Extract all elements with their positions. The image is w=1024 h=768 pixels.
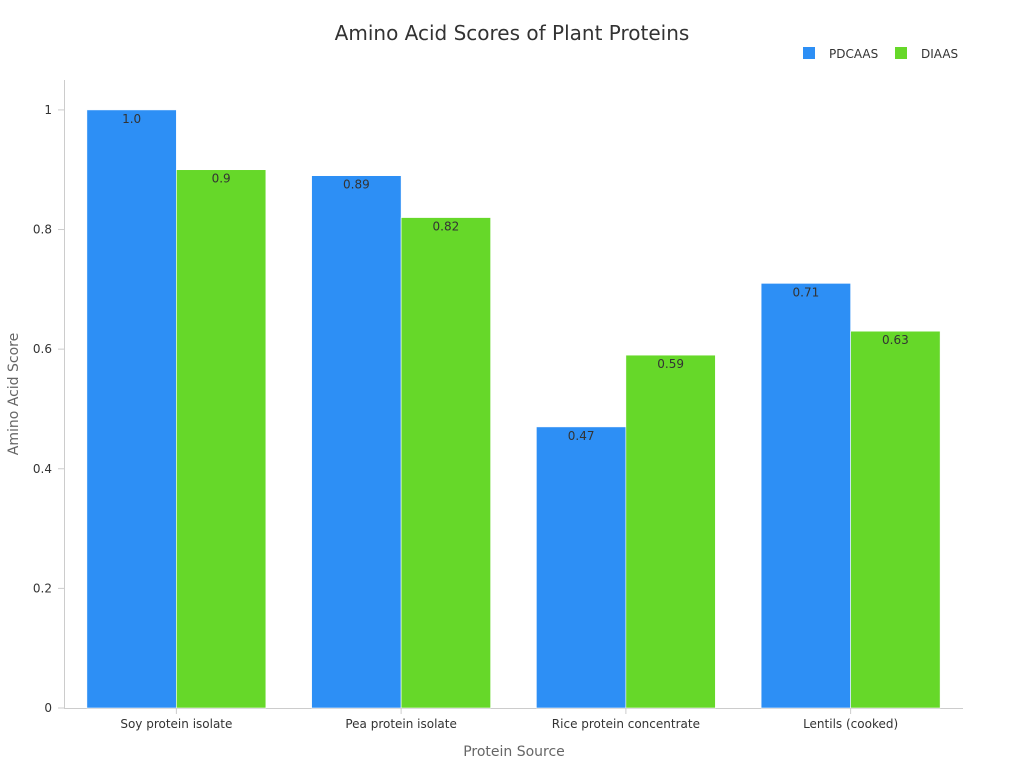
legend: PDCAAS DIAAS	[803, 47, 958, 61]
bar-pdcaas	[536, 426, 627, 709]
bar-diaas	[400, 217, 491, 709]
y-axis-title: Amino Acid Score	[6, 333, 22, 455]
data-label-pdcaas: 0.71	[793, 285, 820, 299]
y-tick-label: 0.4	[33, 462, 52, 476]
bars	[86, 109, 941, 709]
legend-label-diaas: DIAAS	[921, 47, 958, 61]
y-tick-label: 0	[44, 701, 52, 715]
x-tick-label: Rice protein concentrate	[552, 717, 700, 731]
bar-diaas	[850, 330, 941, 709]
data-label-diaas: 0.59	[657, 357, 684, 371]
bar-pdcaas	[311, 175, 402, 709]
data-label-pdcaas: 1.0	[122, 112, 141, 126]
legend-label-pdcaas: PDCAAS	[829, 47, 878, 61]
data-label-diaas: 0.82	[433, 220, 460, 234]
y-tick-label: 0.2	[33, 581, 52, 595]
bar-pdcaas	[760, 283, 851, 709]
data-label-diaas: 0.63	[882, 333, 909, 347]
data-label-pdcaas: 0.89	[343, 178, 370, 192]
data-labels: 1.0 0.9 0.89 0.82 0.47 0.59 0.71 0.63	[122, 112, 909, 443]
y-tick-label: 0.8	[33, 223, 52, 237]
legend-swatch-pdcaas	[803, 47, 815, 59]
bar-diaas	[176, 169, 267, 709]
y-tick-label: 0.6	[33, 342, 52, 356]
y-tick-label: 1	[44, 103, 52, 117]
x-tick-label: Pea protein isolate	[345, 717, 457, 731]
data-label-pdcaas: 0.47	[568, 429, 595, 443]
x-axis-title: Protein Source	[463, 744, 565, 760]
y-axis-ticks: 0 0.2 0.4 0.6 0.8 1	[33, 103, 64, 715]
chart-title: Amino Acid Scores of Plant Proteins	[335, 21, 690, 45]
x-axis-ticks: Soy protein isolate Pea protein isolate Ri…	[120, 708, 898, 731]
bar-pdcaas	[86, 109, 177, 709]
data-label-diaas: 0.9	[212, 172, 231, 186]
legend-swatch-diaas	[895, 47, 907, 59]
bar-diaas	[625, 354, 716, 709]
x-tick-label: Lentils (cooked)	[803, 717, 898, 731]
x-tick-label: Soy protein isolate	[120, 717, 232, 731]
